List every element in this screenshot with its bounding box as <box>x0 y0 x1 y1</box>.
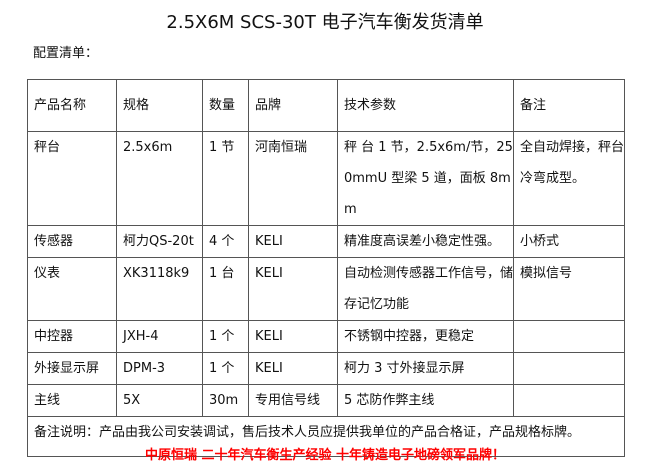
cell-remarks: 全自动焊接，秤台冷弯成型。 <box>513 131 625 226</box>
cell-brand: KELI <box>248 352 338 385</box>
cell-brand: KELI <box>248 225 338 258</box>
cell-brand: KELI <box>248 257 338 321</box>
cell-tech-params: 柯力 3 寸外接显示屏 <box>337 352 514 385</box>
table-row: 仪表 XK3118k9 1 台 KELI 自动检测传感器工作信号，储存记忆功能 模拟信号 <box>27 257 625 321</box>
cell-quantity: 1 节 <box>202 131 249 226</box>
footer-slogan: 中原恒瑞 二十年汽车衡生产经验 十年铸造电子地磅领军品牌！ <box>144 448 506 463</box>
cell-brand: KELI <box>248 320 338 353</box>
table-row: 外接显示屏 DPM-3 1 个 KELI 柯力 3 寸外接显示屏 <box>27 352 625 385</box>
cell-product-name: 仪表 <box>27 257 117 321</box>
cell-product-name: 传感器 <box>27 225 117 258</box>
cell-spec: 2.5x6m <box>116 131 203 226</box>
cell-remarks <box>513 320 625 353</box>
table-row: 中控器 JXH-4 1 个 KELI 不锈钢中控器，更稳定 <box>27 320 625 353</box>
cell-brand: 河南恒瑞 <box>248 131 338 226</box>
cell-product-name: 中控器 <box>27 320 117 353</box>
header-brand: 品牌 <box>248 79 338 132</box>
table-row: 主线 5X 30m 专用信号线 5 芯防作弊主线 <box>27 384 625 417</box>
note-text: 备注说明：产品由我公司安装调试，售后技术人员应提供我单位的产品合格证，产品规格标… <box>27 416 625 457</box>
document-title: 2.5X6M SCS-30T 电子汽车衡发货清单 <box>166 12 484 33</box>
header-spec: 规格 <box>116 79 203 132</box>
cell-quantity: 1 个 <box>202 352 249 385</box>
cell-tech-params: 自动检测传感器工作信号，储存记忆功能 <box>337 257 514 321</box>
header-product-name: 产品名称 <box>27 79 117 132</box>
cell-product-name: 秤台 <box>27 131 117 226</box>
cell-remarks: 模拟信号 <box>513 257 625 321</box>
header-tech-params: 技术参数 <box>337 79 514 132</box>
cell-quantity: 1 个 <box>202 320 249 353</box>
header-quantity: 数量 <box>202 79 249 132</box>
cell-brand: 专用信号线 <box>248 384 338 417</box>
cell-remarks: 小桥式 <box>513 225 625 258</box>
cell-spec: JXH-4 <box>116 320 203 353</box>
cell-quantity: 30m <box>202 384 249 417</box>
section-label: 配置清单： <box>33 46 99 61</box>
cell-spec: 柯力QS-20t <box>116 225 203 258</box>
cell-remarks <box>513 384 625 417</box>
cell-quantity: 1 台 <box>202 257 249 321</box>
cell-remarks <box>513 352 625 385</box>
cell-product-name: 主线 <box>27 384 117 417</box>
cell-spec: DPM-3 <box>116 352 203 385</box>
cell-spec: 5X <box>116 384 203 417</box>
cell-tech-params: 精准度高误差小稳定性强。 <box>337 225 514 258</box>
table-row: 秤台 2.5x6m 1 节河南恒瑞秤 台 1 节，2.5x6m/节，250mmU 型… <box>27 131 625 226</box>
cell-tech-params: 秤 台 1 节，2.5x6m/节，250mmU 型梁 5 道，面板 8mm <box>337 131 514 226</box>
cell-product-name: 外接显示屏 <box>27 352 117 385</box>
cell-quantity: 4 个 <box>202 225 249 258</box>
table-row: 传感器 柯力QS-20t 4 个 KELI 精准度高误差小稳定性强。 小桥式 <box>27 225 625 258</box>
note-row: 备注说明：产品由我公司安装调试，售后技术人员应提供我单位的产品合格证，产品规格标… <box>27 416 625 457</box>
cell-tech-params: 不锈钢中控器，更稳定 <box>337 320 514 353</box>
table-header-row: 产品名称 规格 数量 品牌 技术参数 备注 <box>27 79 625 132</box>
cell-spec: XK3118k9 <box>116 257 203 321</box>
shipping-list-table: 产品名称 规格 数量 品牌 技术参数 备注 秤台 2.5x6m 1 节河南恒瑞秤 台 1 节，2… <box>27 79 625 457</box>
cell-tech-params: 5 芯防作弊主线 <box>337 384 514 417</box>
header-remarks: 备注 <box>513 79 625 132</box>
